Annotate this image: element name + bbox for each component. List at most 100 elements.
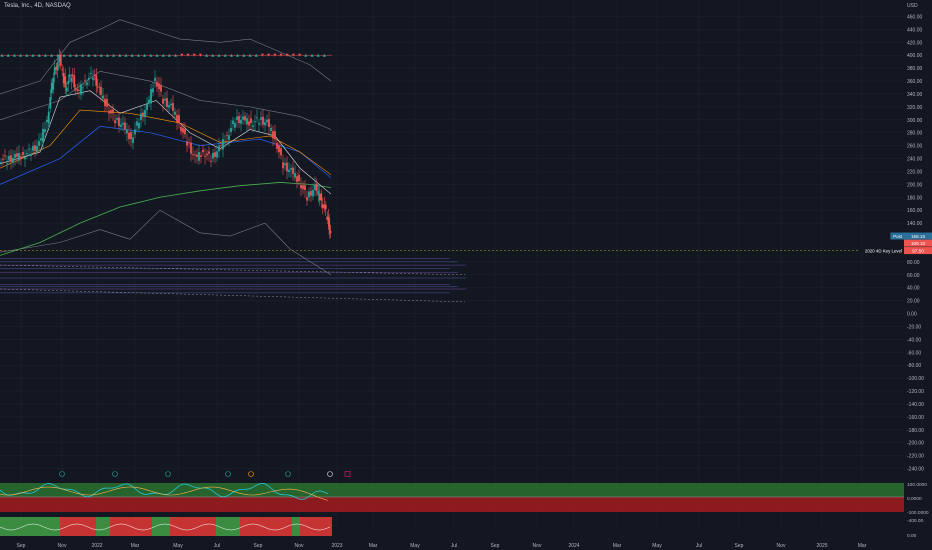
blue-band-line [0, 125, 332, 185]
candle-body [328, 230, 331, 232]
x-tick-label: Mar [858, 543, 867, 549]
heat-scale-label: -400.00 [907, 518, 924, 524]
event-marker [112, 471, 118, 477]
heat-strip-cell [330, 517, 332, 536]
candle-body [146, 103, 148, 111]
candle-body [140, 113, 142, 120]
heat-strip-cell [182, 517, 184, 536]
heat-strip-cell [10, 517, 12, 536]
heat-strip-cell [104, 517, 106, 536]
heat-strip-cell [258, 517, 260, 536]
heat-strip-cell [268, 517, 270, 536]
candle-body [70, 77, 73, 82]
y-tick-label: 160.00 [907, 208, 923, 214]
heat-strip-cell [324, 517, 326, 536]
heat-strip-cell [54, 517, 56, 536]
candle-body [326, 216, 329, 220]
heat-strip-cell [254, 517, 256, 536]
x-tick-label: Sep [491, 543, 500, 549]
signal-up-marker [310, 53, 314, 57]
heat-strip-cell [236, 517, 238, 536]
candle-body [318, 194, 321, 201]
candle-body [73, 75, 76, 88]
heat-strip-cell [136, 517, 138, 536]
signal-up-marker [68, 53, 72, 57]
heat-strip-cell [140, 517, 142, 536]
candle-body [104, 98, 106, 107]
y-tick-label: 0.00 [907, 312, 917, 318]
signal-down-marker [192, 53, 196, 57]
heat-strip-cell [164, 517, 166, 536]
heat-strip-cell [6, 517, 8, 536]
candle-body [204, 155, 206, 157]
heat-strip-cell [304, 517, 306, 536]
candle-body [250, 118, 252, 124]
heat-strip-cell [310, 517, 312, 536]
candle-body [214, 152, 216, 157]
heat-strip-cell [152, 517, 154, 536]
candle-body [220, 144, 222, 146]
heat-strip-cell [194, 517, 196, 536]
candle-body [136, 121, 138, 126]
candle-body [284, 163, 286, 165]
candle-body [52, 77, 55, 90]
y-tick-label: 340.00 [907, 92, 923, 98]
heat-strip-cell [280, 517, 282, 536]
candle-body [78, 90, 80, 91]
y-tick-label: -180.00 [907, 428, 924, 434]
signal-up-marker [12, 53, 16, 57]
x-tick-label: 2023 [331, 543, 342, 549]
signal-up-marker [56, 53, 60, 57]
y-tick-label: 220.00 [907, 169, 923, 175]
heat-strip-cell [58, 517, 60, 536]
signal-up-marker [37, 53, 41, 57]
candle-body [76, 89, 79, 91]
candle-body [328, 217, 331, 230]
x-tick-label: May [173, 543, 183, 549]
candle-body [138, 123, 140, 129]
heat-strip-cell [60, 517, 62, 536]
candle-body [74, 88, 77, 90]
heat-strip-cell [122, 517, 124, 536]
x-tick-label: Sep [254, 543, 263, 549]
candle-body [98, 86, 101, 88]
event-marker [285, 471, 291, 477]
signal-down-marker [273, 53, 277, 57]
candle-body [71, 74, 74, 77]
heat-strip-cell [50, 517, 52, 536]
candle-body [86, 82, 88, 85]
y-tick-label: -40.00 [907, 337, 921, 343]
heat-strip-cell [246, 517, 248, 536]
signal-up-marker [248, 53, 252, 57]
candle-body [67, 81, 70, 85]
heat-strip-cell [270, 517, 272, 536]
candle-body [82, 87, 84, 89]
candle-body [144, 110, 146, 118]
candle-body [218, 145, 220, 152]
candle-body [270, 127, 272, 131]
heat-strip-cell [294, 517, 296, 536]
candle-body [315, 183, 318, 191]
signal-up-marker [167, 53, 171, 57]
heat-strip-cell [278, 517, 280, 536]
candle-body [170, 103, 172, 106]
heat-strip-cell [116, 517, 118, 536]
signal-up-marker [205, 53, 209, 57]
chart-title: Tesla, Inc., 4D, NASDAQ [4, 3, 71, 9]
candle-body [321, 204, 324, 208]
candle-body [200, 155, 202, 157]
candle-body [88, 77, 90, 80]
oscillator-scale-label: -100.0000 [907, 510, 929, 516]
y-tick-label: 180.00 [907, 195, 923, 201]
heat-strip-cell [282, 517, 284, 536]
candle-body [6, 163, 8, 164]
candle-body [184, 128, 186, 135]
candle-body [108, 110, 110, 114]
x-tick-label: Nov [533, 543, 542, 549]
candle-body [242, 116, 244, 120]
candle-body [248, 121, 250, 126]
signal-up-marker [6, 53, 10, 57]
candle-body [58, 55, 61, 63]
candle-body [96, 86, 99, 88]
